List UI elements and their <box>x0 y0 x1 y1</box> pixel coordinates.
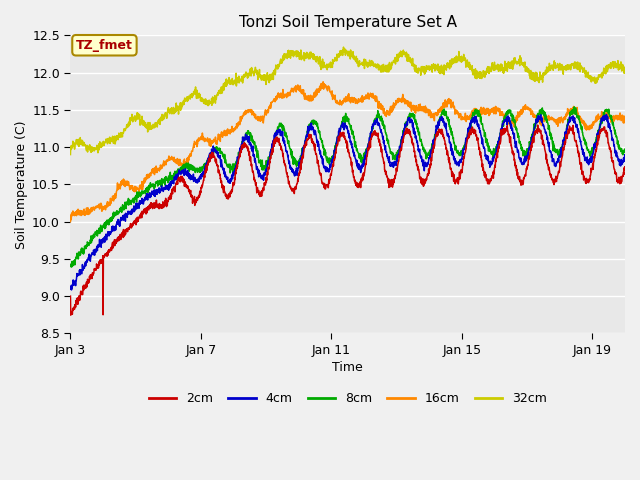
Legend: 2cm, 4cm, 8cm, 16cm, 32cm: 2cm, 4cm, 8cm, 16cm, 32cm <box>143 387 552 410</box>
Title: Tonzi Soil Temperature Set A: Tonzi Soil Temperature Set A <box>239 15 457 30</box>
X-axis label: Time: Time <box>332 361 363 374</box>
Y-axis label: Soil Temperature (C): Soil Temperature (C) <box>15 120 28 249</box>
Text: TZ_fmet: TZ_fmet <box>76 39 133 52</box>
